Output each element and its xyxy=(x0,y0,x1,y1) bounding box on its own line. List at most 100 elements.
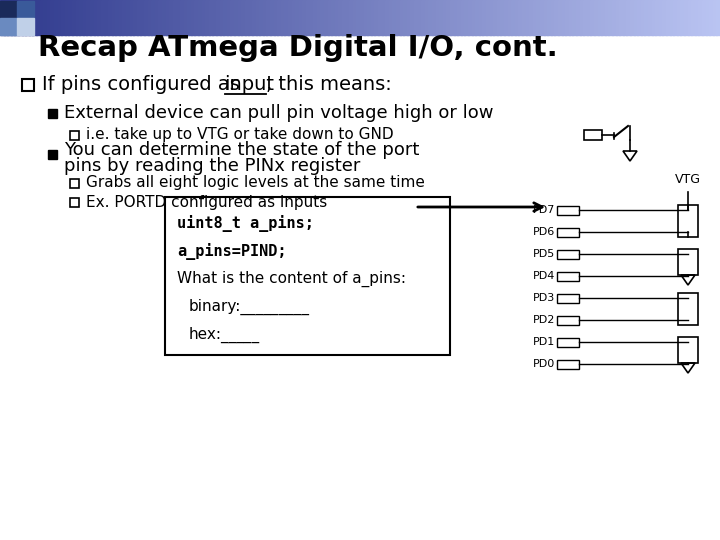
Bar xyxy=(678,249,698,275)
Bar xyxy=(112,0,116,35)
Bar xyxy=(313,0,318,35)
Bar xyxy=(22,79,34,91)
Bar xyxy=(270,0,274,35)
Bar xyxy=(148,0,152,35)
Bar xyxy=(619,0,624,35)
Bar xyxy=(349,0,354,35)
Bar xyxy=(508,0,512,35)
Bar xyxy=(652,0,656,35)
Bar xyxy=(580,0,584,35)
Bar xyxy=(83,0,87,35)
Bar xyxy=(173,0,177,35)
Bar xyxy=(594,0,598,35)
Bar xyxy=(353,0,357,35)
Bar xyxy=(678,293,698,325)
Bar xyxy=(328,0,332,35)
Bar xyxy=(18,0,22,35)
Bar xyxy=(626,0,631,35)
Bar xyxy=(65,0,69,35)
Bar xyxy=(248,0,253,35)
Bar xyxy=(320,0,325,35)
Bar xyxy=(194,0,199,35)
Bar xyxy=(608,0,613,35)
Text: PD3: PD3 xyxy=(533,293,555,303)
Text: PD7: PD7 xyxy=(533,205,555,215)
Bar xyxy=(547,0,552,35)
Bar xyxy=(536,0,541,35)
Bar xyxy=(50,0,55,35)
Text: pins by reading the PINx register: pins by reading the PINx register xyxy=(64,157,361,175)
Bar xyxy=(223,0,228,35)
Bar xyxy=(94,0,98,35)
Bar xyxy=(288,0,292,35)
Bar xyxy=(324,0,328,35)
Bar xyxy=(191,0,195,35)
Bar xyxy=(450,0,454,35)
Text: Grabs all eight logic levels at the same time: Grabs all eight logic levels at the same… xyxy=(86,176,425,191)
Bar xyxy=(119,0,123,35)
Bar xyxy=(76,0,80,35)
Bar xyxy=(302,0,307,35)
Bar xyxy=(562,0,566,35)
Bar xyxy=(587,0,591,35)
Bar xyxy=(36,0,40,35)
Bar xyxy=(572,0,577,35)
Bar xyxy=(133,0,138,35)
Bar xyxy=(464,0,469,35)
Bar xyxy=(43,0,48,35)
Bar xyxy=(544,0,548,35)
Bar xyxy=(678,205,698,237)
Bar xyxy=(58,0,62,35)
Bar xyxy=(486,0,490,35)
Bar xyxy=(4,0,8,35)
Bar xyxy=(504,0,508,35)
Bar xyxy=(551,0,555,35)
Bar xyxy=(284,0,289,35)
Bar xyxy=(425,0,429,35)
Bar xyxy=(634,0,638,35)
Bar xyxy=(557,294,579,302)
Bar xyxy=(374,0,379,35)
Bar xyxy=(140,0,145,35)
Bar xyxy=(583,0,588,35)
Bar xyxy=(385,0,390,35)
Bar xyxy=(364,0,368,35)
Bar xyxy=(310,0,314,35)
Bar xyxy=(446,0,451,35)
Text: uint8_t a_pins;: uint8_t a_pins; xyxy=(177,215,314,232)
Bar xyxy=(648,0,652,35)
Bar xyxy=(601,0,606,35)
Bar xyxy=(360,0,364,35)
Bar xyxy=(126,0,130,35)
Bar xyxy=(158,0,163,35)
Bar xyxy=(209,0,213,35)
Bar xyxy=(557,227,579,237)
Bar xyxy=(245,0,249,35)
Bar xyxy=(68,0,73,35)
Bar xyxy=(54,0,58,35)
Bar xyxy=(299,0,303,35)
Bar xyxy=(295,0,300,35)
Bar xyxy=(461,0,465,35)
Bar xyxy=(540,0,544,35)
Bar xyxy=(454,0,458,35)
Bar xyxy=(115,0,120,35)
Bar xyxy=(557,338,579,347)
Bar xyxy=(151,0,156,35)
Bar xyxy=(662,0,667,35)
Bar xyxy=(371,0,375,35)
Bar xyxy=(569,0,573,35)
Text: VTG: VTG xyxy=(675,173,701,186)
Bar xyxy=(623,0,627,35)
Text: PD1: PD1 xyxy=(533,337,555,347)
Text: Ex. PORTD configured as inputs: Ex. PORTD configured as inputs xyxy=(86,194,328,210)
Bar xyxy=(122,0,127,35)
Bar xyxy=(590,0,595,35)
Bar xyxy=(670,0,674,35)
Text: PD2: PD2 xyxy=(533,315,555,325)
Bar xyxy=(410,0,415,35)
Bar xyxy=(32,0,37,35)
Bar xyxy=(709,0,714,35)
Bar xyxy=(584,130,602,140)
Bar xyxy=(605,0,609,35)
